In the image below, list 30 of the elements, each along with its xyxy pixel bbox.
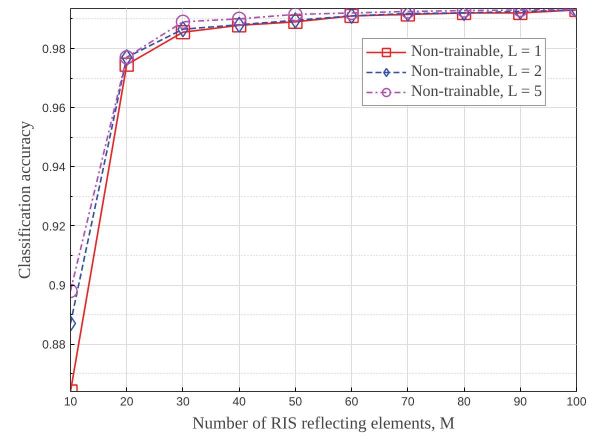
point xyxy=(288,8,303,22)
x-tick-label: 60 xyxy=(344,394,359,408)
y-tick-label: 0.9 xyxy=(48,278,66,293)
point xyxy=(176,14,190,29)
x-tick-label: 50 xyxy=(288,394,302,408)
x-tick-label: 70 xyxy=(401,394,415,408)
y-tick-label: 0.96 xyxy=(42,101,66,116)
y-tick-label: 0.98 xyxy=(42,42,66,56)
x-tick-label: 80 xyxy=(457,394,472,408)
x-tick-label: 100 xyxy=(566,394,587,408)
x-tick-label: 20 xyxy=(120,394,134,408)
x-tick-label: 90 xyxy=(514,394,528,408)
legend-label: Non-trainable, L = 1 xyxy=(410,43,542,61)
point xyxy=(288,14,303,30)
point xyxy=(176,24,190,40)
x-axis-title: Number of RIS reflecting elements, M xyxy=(192,414,455,432)
y-tick-label: 0.94 xyxy=(42,160,66,174)
x-tick-label: 30 xyxy=(176,394,190,408)
line-series xyxy=(70,8,576,392)
y-axis-title: Classification accuracy xyxy=(15,120,34,280)
point xyxy=(177,21,189,38)
point xyxy=(290,12,302,29)
x-tick-label: 40 xyxy=(232,394,246,408)
y-tick-label: 0.92 xyxy=(42,219,66,234)
point xyxy=(232,12,246,26)
legend-label: Non-trainable, L = 5 xyxy=(410,83,542,101)
legend-label: Non-trainable, L = 2 xyxy=(410,63,542,81)
x-tick-label: 10 xyxy=(64,394,78,408)
y-tick-label: 0.88 xyxy=(42,338,66,352)
point xyxy=(120,57,134,72)
